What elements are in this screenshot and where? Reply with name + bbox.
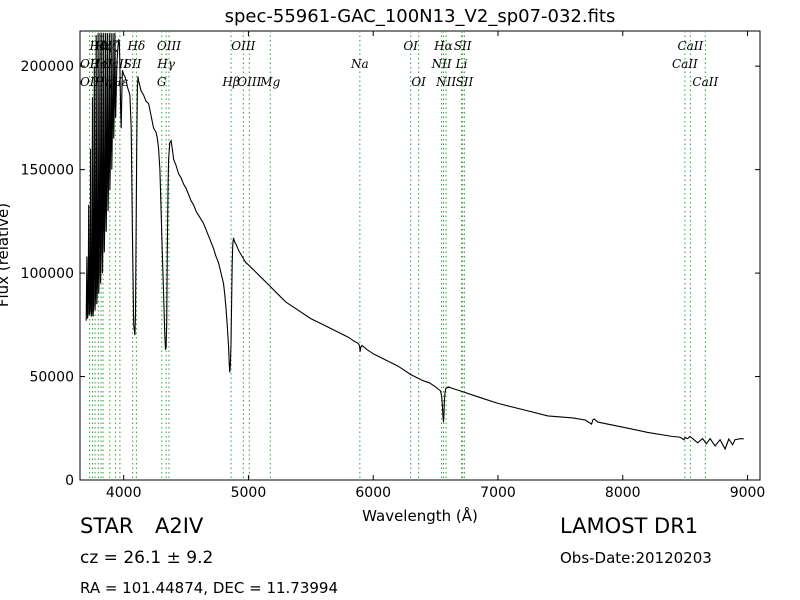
spectral-line-label: SII bbox=[454, 39, 472, 53]
y-tick-label: 100000 bbox=[21, 266, 74, 282]
spectral-line-label: SII bbox=[456, 75, 474, 89]
spectral-line-label: G bbox=[157, 75, 167, 89]
spectral-line-label: OI bbox=[411, 75, 426, 89]
spectral-line-label: Hβ bbox=[221, 75, 239, 89]
y-tick-label: 0 bbox=[65, 473, 74, 489]
cz-error: 9.2 bbox=[186, 548, 214, 568]
spectral-line-label: NII bbox=[435, 75, 456, 89]
spectral-line-label: Hδ bbox=[127, 39, 146, 53]
spectral-line-label: OI bbox=[403, 39, 418, 53]
chart-title: spec-55961-GAC_100N13_V2_sp07-032.fits bbox=[225, 6, 616, 27]
spectrum-line bbox=[85, 33, 744, 451]
cz-value: cz = 26.1 bbox=[80, 548, 162, 568]
spectral-line-label: Na bbox=[350, 57, 369, 71]
x-axis-label: Wavelength (Å) bbox=[362, 506, 478, 525]
spectral-line-label: CaII bbox=[692, 75, 718, 89]
y-tick-label: 150000 bbox=[21, 163, 74, 179]
spectral-line-label: OIII bbox=[231, 39, 255, 53]
coordinates-ra-dec: RA = 101.44874, DEC = 11.73994 bbox=[80, 579, 339, 597]
observation-date: Obs-Date:20120203 bbox=[560, 549, 712, 567]
object-class: A2IV bbox=[155, 514, 204, 538]
redshift-cz: cz = 26.1 ± 9.2 bbox=[80, 548, 213, 568]
spectral-line-label: Li bbox=[455, 57, 468, 71]
y-tick-label: 50000 bbox=[29, 370, 74, 386]
spectral-line-label: NII bbox=[431, 57, 452, 71]
x-tick-label: 9000 bbox=[730, 485, 766, 501]
x-tick-label: 8000 bbox=[605, 485, 641, 501]
spectral-line-label: OIII bbox=[237, 75, 261, 89]
x-tick-label: 5000 bbox=[231, 485, 267, 501]
object-type: STAR bbox=[80, 514, 134, 538]
survey-name: LAMOST DR1 bbox=[560, 514, 699, 538]
x-tick-label: 7000 bbox=[480, 485, 516, 501]
spectral-line-label: CaII bbox=[672, 57, 698, 71]
spectral-line-label: CaII bbox=[677, 39, 703, 53]
spectral-line-label: OIII bbox=[157, 39, 181, 53]
spectral-line-label: Hγ bbox=[156, 57, 175, 71]
y-tick-label: 200000 bbox=[21, 59, 74, 75]
plus-minus-symbol: ± bbox=[166, 548, 181, 568]
spectral-line-label: SII bbox=[124, 57, 142, 71]
x-tick-label: 6000 bbox=[355, 485, 391, 501]
y-axis-label: Flux (relative) bbox=[0, 203, 12, 307]
plot-frame bbox=[79, 30, 761, 481]
spectral-line-label: Hα bbox=[433, 39, 453, 53]
x-tick-label: 4000 bbox=[106, 485, 142, 501]
spectral-line-label: Mg bbox=[259, 75, 280, 89]
spectral-line-markers bbox=[89, 31, 706, 480]
axis-ticks: 4000 5000 6000 7000 8000 9000 0 50000 100000 1500… bbox=[21, 31, 766, 501]
